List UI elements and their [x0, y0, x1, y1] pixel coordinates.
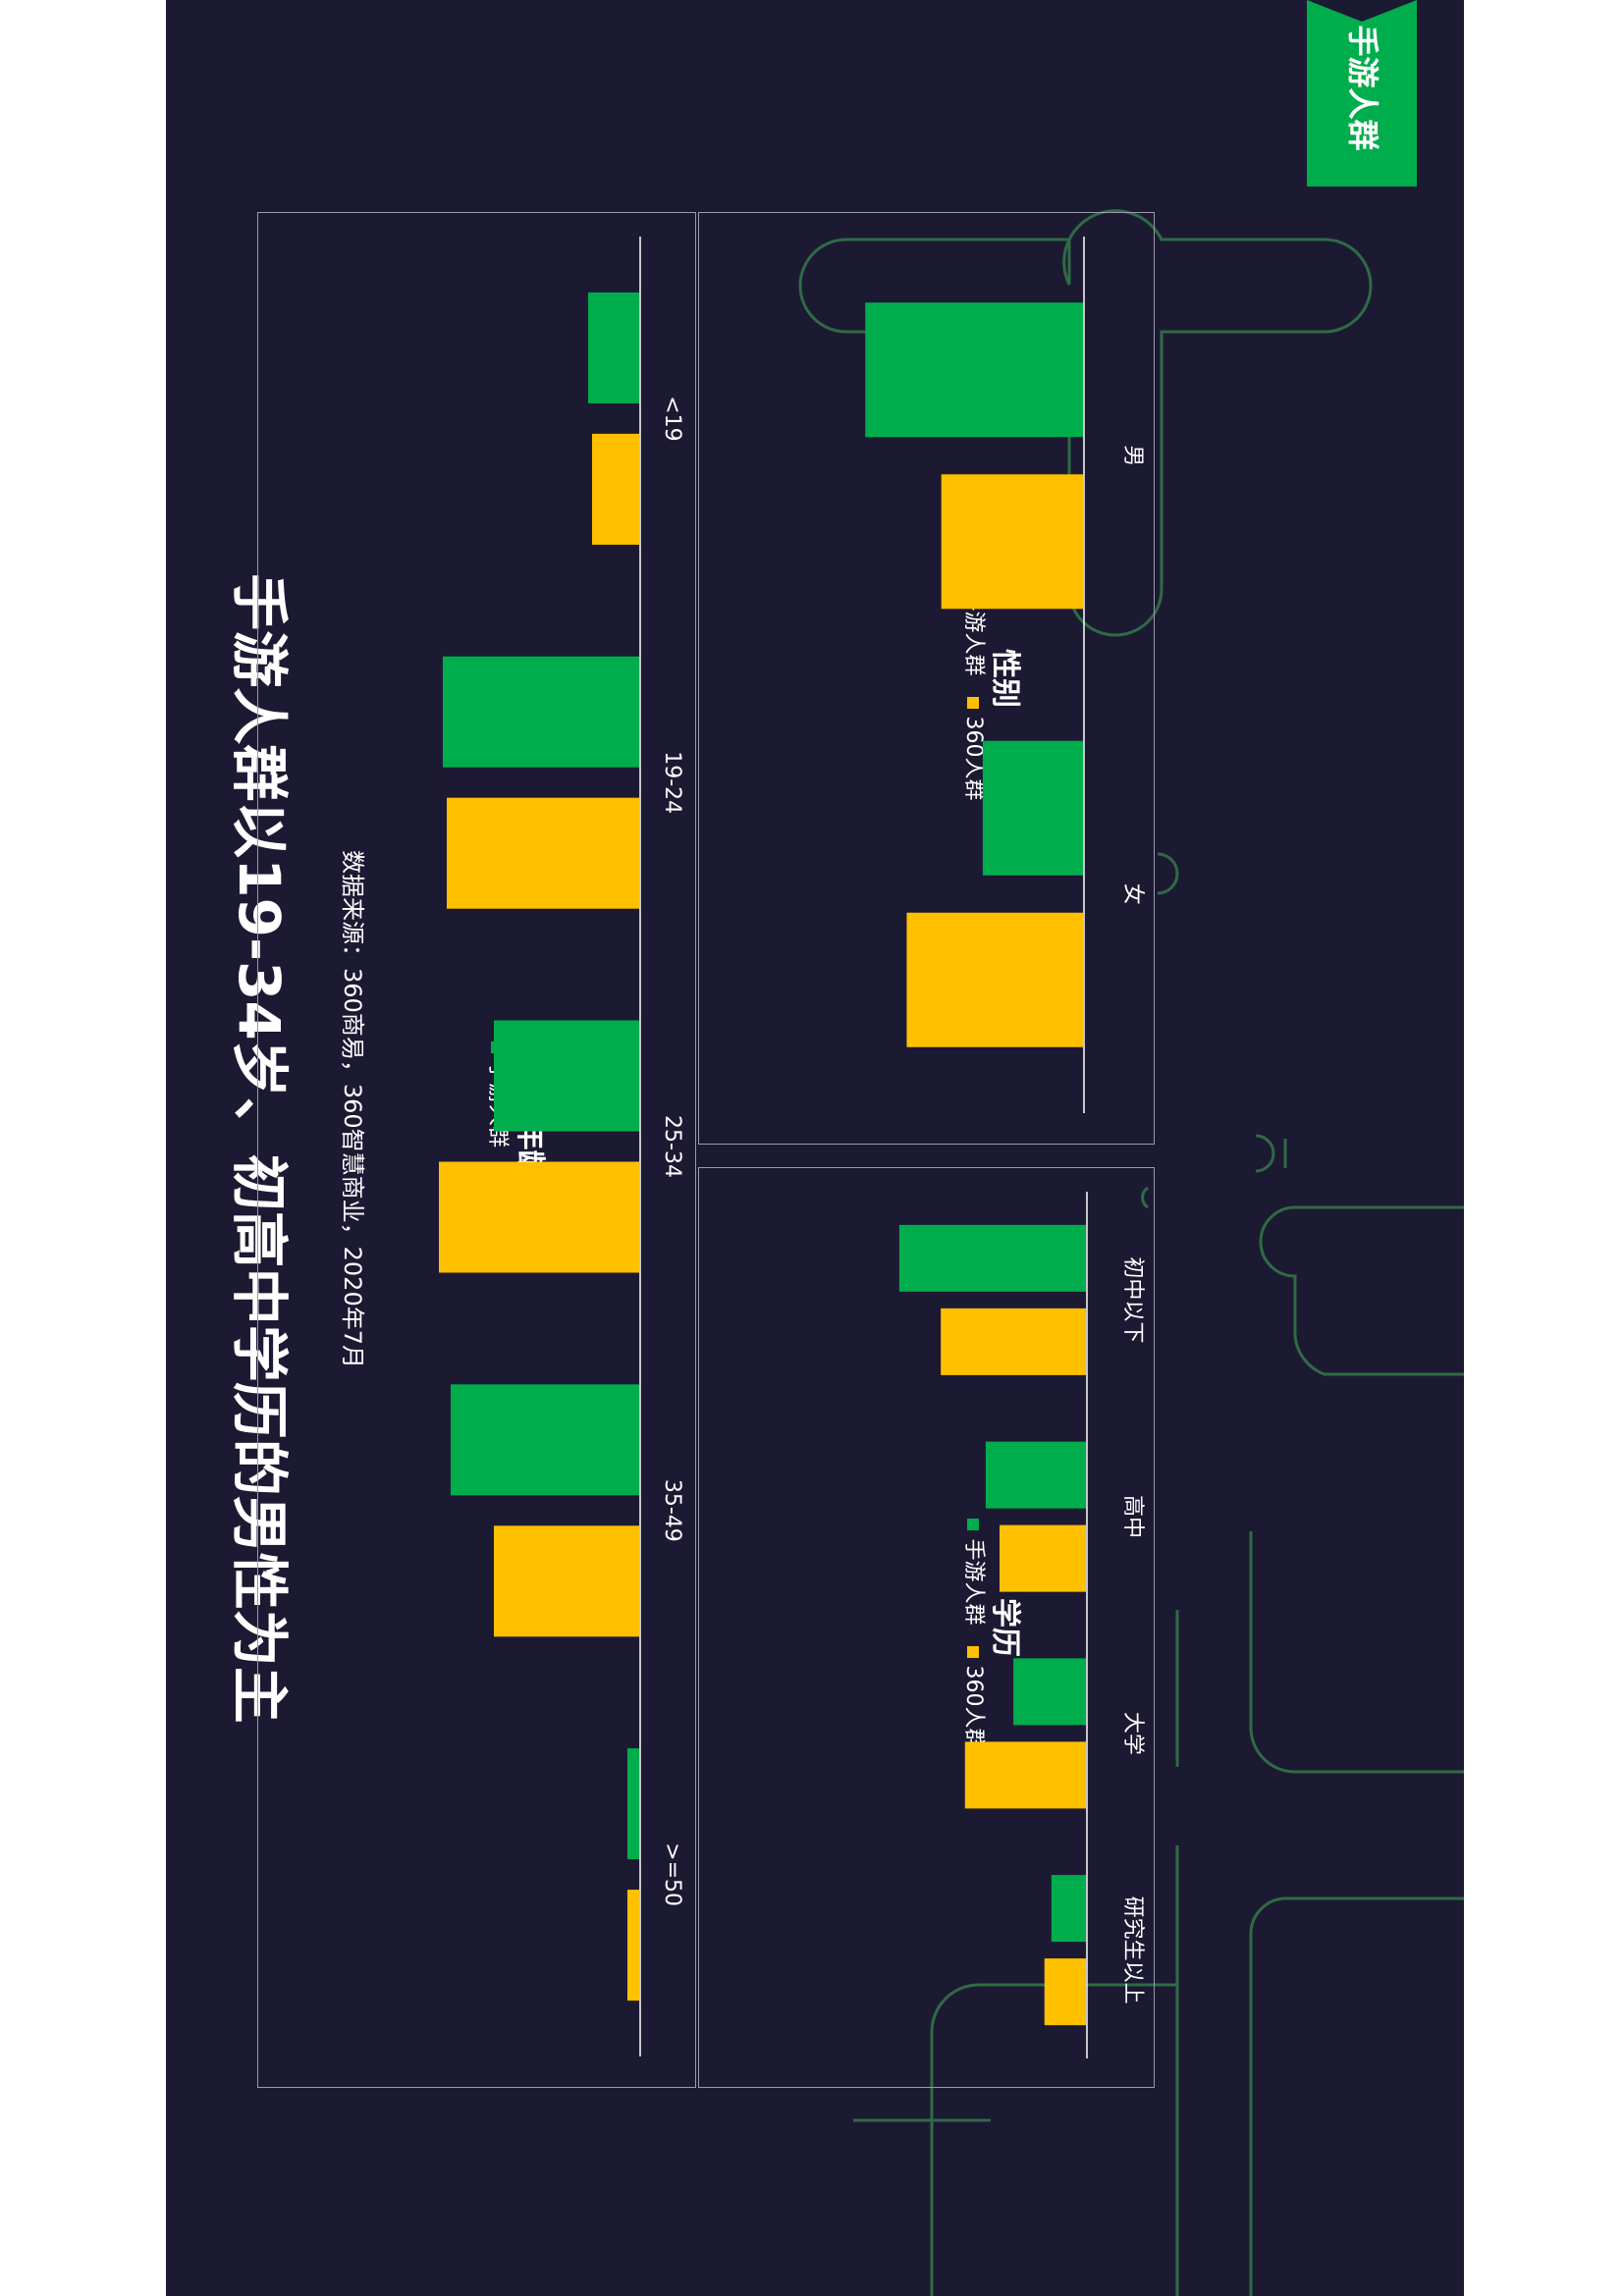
tag-label: 手游人群 [1344, 25, 1381, 151]
category-label: 男 [1120, 445, 1145, 466]
age-chart: <19 19-24 25-34 35-49 >=50 [439, 237, 684, 2056]
rotated-content: 手游人群 手游人群以19-34岁、初高中学历的男性为主 性别 手游人群 360人… [166, 0, 1464, 2296]
bar-研究生以上-series-2 [1044, 1958, 1086, 2026]
bar-女-series-2 [906, 912, 1083, 1047]
bar->=50-series-1 [627, 1748, 639, 1860]
plus-shape-6 [1141, 852, 1179, 1209]
gender-panel: 性别 手游人群 360人群 男女 [698, 212, 1155, 1145]
category-label: 35-49 [660, 1479, 684, 1542]
bar-初中以下-series-1 [898, 1224, 1086, 1292]
category-label: 19-24 [660, 751, 684, 814]
category-label: 高中 [1120, 1495, 1145, 1538]
plus-shape-2 [1259, 1205, 1464, 1376]
slide: 手游人群 手游人群以19-34岁、初高中学历的男性为主 性别 手游人群 360人… [166, 0, 1464, 2296]
bar-高中-series-2 [1000, 1524, 1086, 1592]
tag-ribbon [1307, 0, 1417, 187]
bar-25-34-series-2 [439, 1161, 639, 1273]
education-panel: 学历 手游人群 360人群 初中以下 高中 大学 研究生以上 [698, 1167, 1155, 2088]
plus-shape-3 [1175, 1845, 1464, 2296]
category-label: >=50 [660, 1842, 684, 1906]
bar-25-34-series-1 [494, 1020, 639, 1132]
bar-35-49-series-2 [494, 1525, 639, 1637]
bar-<19-series-1 [588, 292, 639, 403]
bar-大学-series-2 [964, 1741, 1086, 1809]
category-label: 女 [1120, 883, 1145, 905]
bar-大学-series-1 [1013, 1658, 1086, 1726]
plus-shape-5 [1175, 1531, 1464, 1774]
bar-研究生以上-series-1 [1051, 1875, 1086, 1943]
bar-女-series-1 [982, 740, 1083, 876]
bar-35-49-series-1 [451, 1384, 639, 1496]
bar-19-24-series-1 [443, 656, 639, 768]
category-label: 25-34 [660, 1115, 684, 1178]
bar-男-series-2 [941, 474, 1083, 610]
gender-chart: 男女 [865, 237, 1145, 1113]
source-note: 数据来源：360商易，360智慧商业，2020年7月 [339, 850, 366, 1368]
bar-初中以下-series-2 [941, 1308, 1086, 1375]
plus-shape-4 [853, 1983, 1177, 2296]
category-label: 研究生以上 [1120, 1896, 1145, 2004]
bar-高中-series-1 [985, 1441, 1086, 1509]
plus-shape-7 [1255, 1134, 1287, 1173]
bar-19-24-series-2 [447, 797, 639, 909]
category-label: <19 [660, 396, 684, 441]
bar->=50-series-2 [627, 1890, 639, 2002]
category-label: 大学 [1120, 1712, 1145, 1755]
category-label: 初中以下 [1120, 1256, 1145, 1343]
bar-男-series-1 [865, 302, 1083, 438]
bar-<19-series-2 [592, 433, 639, 545]
